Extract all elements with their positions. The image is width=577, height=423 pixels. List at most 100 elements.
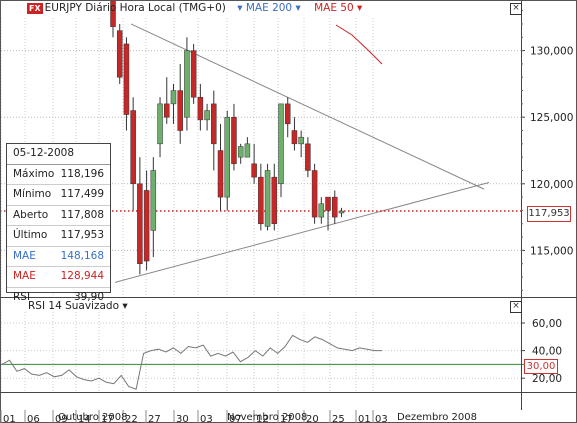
rsi-axis: 60,00 40,00 20,00 xyxy=(521,318,562,385)
day-tick-label: 25 xyxy=(332,414,345,423)
rsi-grid xyxy=(1,322,525,379)
candle-body[interactable] xyxy=(211,103,217,145)
chart-title[interactable]: EURJPY Diário Hora Local (TMG+0) xyxy=(44,2,226,14)
chart-header: FX EURJPY Diário Hora Local (TMG+0) ▾ MAE… xyxy=(0,0,362,18)
candle-body[interactable] xyxy=(291,130,298,145)
day-tick-label: 07 xyxy=(229,414,242,423)
info-row-value: 117,953 xyxy=(60,229,104,241)
candles[interactable] xyxy=(110,0,345,275)
day-tick-label: 01 xyxy=(3,414,16,423)
info-rows: Máximo 118,196 Mínimo 117,499 Aberto 117,808 Ú… xyxy=(7,165,110,308)
close-rsi-icon[interactable]: × xyxy=(510,301,522,313)
candle-body[interactable] xyxy=(251,163,257,178)
candle-body[interactable] xyxy=(325,196,331,211)
candle-body[interactable] xyxy=(298,136,304,145)
info-row-label: RSI xyxy=(13,290,31,303)
day-tick-label: 27 xyxy=(148,414,161,423)
info-row: MAE 148,168 xyxy=(7,247,110,267)
candle-body[interactable] xyxy=(150,170,157,231)
month-label: Outubro 2008 xyxy=(58,412,127,423)
candle-body[interactable] xyxy=(110,0,116,27)
info-row: Mínimo 117,499 xyxy=(7,185,110,206)
info-row-value: 128,944 xyxy=(60,270,104,282)
rsi-series xyxy=(1,334,382,390)
info-row: Máximo 118,196 xyxy=(7,165,110,185)
candle-body[interactable] xyxy=(284,103,291,125)
info-row: Aberto 117,808 xyxy=(7,206,110,226)
mae200-marker-icon: ▾ xyxy=(237,2,243,14)
candle-body[interactable] xyxy=(177,90,183,131)
day-tick-label: 12 xyxy=(256,414,269,423)
candle-body[interactable] xyxy=(332,196,338,218)
candle-body[interactable] xyxy=(264,170,271,227)
info-row-value: 118,196 xyxy=(60,167,104,180)
day-tick-label: 17 xyxy=(101,414,114,423)
price-axis: 115,000 120,000 125,000 130,000 xyxy=(521,10,573,291)
candle-body[interactable] xyxy=(224,116,230,198)
rsi-level-label: 30,00 xyxy=(524,359,558,374)
candle-body[interactable] xyxy=(305,143,311,171)
candle-body[interactable] xyxy=(318,203,325,218)
mae200-label: MAE 200 xyxy=(245,2,293,14)
candle-body[interactable] xyxy=(143,190,150,262)
candle-body[interactable] xyxy=(190,50,197,98)
price-tick-label: 130,000 xyxy=(530,46,573,58)
mae50-dropdown-icon[interactable]: ▾ xyxy=(357,2,363,14)
day-tick-label: 06 xyxy=(27,414,40,423)
candle-body[interactable] xyxy=(258,176,264,224)
month-label: Novembro 2008 xyxy=(227,412,307,423)
mae50-legend[interactable]: MAE 50 ▾ xyxy=(314,0,362,17)
day-tick-label: 09 xyxy=(55,414,68,423)
day-tick-label: 03 xyxy=(200,414,213,423)
rsi-tick-label: 60,00 xyxy=(532,318,562,330)
info-row-label: Máximo xyxy=(13,167,55,180)
info-row-value: 117,499 xyxy=(60,188,104,200)
mae200-dropdown-icon[interactable]: ▾ xyxy=(295,2,301,14)
info-row-label: Mínimo xyxy=(13,188,52,200)
rsi-title[interactable]: RSI 14 Suavizado ▾ xyxy=(28,300,128,312)
candle-body[interactable] xyxy=(217,150,224,198)
mae50-label: MAE 50 xyxy=(314,2,354,14)
day-tick-label: 20 xyxy=(306,414,319,423)
info-row: RSI 39,90 xyxy=(7,288,110,308)
upper-trendline xyxy=(130,23,485,190)
candle-body[interactable] xyxy=(244,143,251,158)
close-chart-icon[interactable]: × xyxy=(510,3,522,15)
day-tick-label: 30 xyxy=(176,414,189,423)
candle-body[interactable] xyxy=(157,103,163,145)
candle-body[interactable] xyxy=(231,116,237,165)
candle-body[interactable] xyxy=(197,96,204,121)
rsi-dropdown-icon[interactable]: ▾ xyxy=(122,300,128,312)
mae200-legend[interactable]: ▾ MAE 200 ▾ xyxy=(237,0,301,17)
time-axis: 01 06 09 14 17 22 27 30 03 07 12 17 20 25 01 03 xyxy=(0,410,388,423)
month-axis: Outubro 2008 Novembro 2008 Dezembro 2008 xyxy=(58,412,477,423)
candle-body[interactable] xyxy=(137,183,143,264)
rsi-tick-label: 40,00 xyxy=(532,346,562,358)
price-tick-label: 115,000 xyxy=(530,245,573,257)
candle-body[interactable] xyxy=(204,110,210,121)
rsi-line xyxy=(1,334,382,390)
candle-body[interactable] xyxy=(170,90,177,105)
price-tick-label: 120,000 xyxy=(530,179,573,191)
candle-body[interactable] xyxy=(271,176,278,224)
candle-body[interactable] xyxy=(338,210,345,214)
day-tick-label: 03 xyxy=(375,414,388,423)
day-tick-label: 14 xyxy=(78,414,91,423)
candle-body[interactable] xyxy=(130,110,136,185)
candle-body[interactable] xyxy=(123,43,130,115)
current-price-label: 117,953 xyxy=(527,206,571,222)
candle-body[interactable] xyxy=(164,103,170,118)
info-row-label: Último xyxy=(13,229,48,241)
lower-trendline xyxy=(114,181,490,283)
day-tick-label: 17 xyxy=(280,414,293,423)
candle-body[interactable] xyxy=(237,146,244,158)
info-row-value: 39,90 xyxy=(73,290,104,303)
day-tick-label: 01 xyxy=(358,414,371,423)
info-row-label: Aberto xyxy=(13,208,49,221)
candle-body[interactable] xyxy=(116,30,123,78)
info-row-label: MAE xyxy=(13,249,36,262)
candle-body[interactable] xyxy=(311,170,318,218)
rsi-tick-label: 20,00 xyxy=(532,373,562,385)
candle-body[interactable] xyxy=(278,103,284,185)
candle-body[interactable] xyxy=(184,50,190,118)
